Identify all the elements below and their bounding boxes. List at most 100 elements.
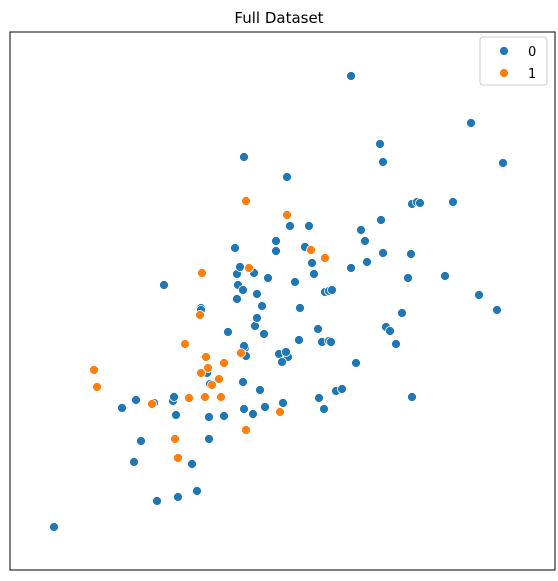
point-series-1-9 bbox=[214, 374, 224, 384]
point-series-0-21 bbox=[238, 377, 248, 387]
point-series-0-61 bbox=[281, 347, 291, 357]
point-series-1-20 bbox=[244, 263, 254, 273]
point-series-1-17 bbox=[197, 268, 207, 278]
point-series-0-45 bbox=[282, 172, 292, 182]
point-series-0-42 bbox=[271, 236, 281, 246]
point-series-0-67 bbox=[385, 326, 395, 336]
point-series-0-2 bbox=[173, 492, 183, 502]
point-series-0-59 bbox=[294, 335, 304, 345]
legend-label-0: 0 bbox=[528, 45, 536, 60]
point-series-0-52 bbox=[295, 303, 305, 313]
point-series-0-80 bbox=[406, 249, 416, 259]
legend: 0 1 bbox=[479, 36, 548, 86]
point-series-1-1 bbox=[92, 382, 102, 392]
point-series-0-94 bbox=[159, 280, 169, 290]
point-series-0-3 bbox=[192, 486, 202, 496]
point-series-0-13 bbox=[169, 392, 179, 402]
point-series-0-4 bbox=[129, 457, 139, 467]
point-series-0-78 bbox=[407, 392, 417, 402]
point-series-0-16 bbox=[248, 409, 258, 419]
point-series-0-62 bbox=[314, 393, 324, 403]
point-series-0-72 bbox=[356, 225, 366, 235]
point-series-0-32 bbox=[252, 289, 262, 299]
point-series-0-15 bbox=[219, 411, 229, 421]
point-series-0-65 bbox=[351, 358, 361, 368]
point-series-0-70 bbox=[319, 404, 329, 414]
point-series-0-18 bbox=[260, 402, 270, 412]
point-series-0-48 bbox=[309, 269, 319, 279]
point-series-1-19 bbox=[241, 196, 251, 206]
point-series-0-0 bbox=[49, 522, 59, 532]
point-series-0-84 bbox=[415, 198, 425, 208]
point-series-0-96 bbox=[326, 337, 336, 347]
point-series-0-9 bbox=[131, 395, 141, 405]
point-series-1-18 bbox=[241, 425, 251, 435]
point-series-0-56 bbox=[313, 324, 323, 334]
point-series-1-10 bbox=[216, 392, 226, 402]
point-series-1-12 bbox=[196, 368, 206, 378]
point-series-0-44 bbox=[285, 221, 295, 231]
point-series-0-7 bbox=[204, 434, 214, 444]
point-series-0-69 bbox=[397, 308, 407, 318]
point-series-0-89 bbox=[466, 118, 476, 128]
point-series-1-4 bbox=[170, 434, 180, 444]
chart-title: Full Dataset bbox=[234, 9, 323, 27]
point-series-0-68 bbox=[391, 339, 401, 349]
point-series-1-6 bbox=[201, 352, 211, 362]
point-series-0-31 bbox=[252, 313, 262, 323]
point-series-0-29 bbox=[250, 321, 260, 331]
point-series-0-5 bbox=[187, 459, 197, 469]
point-series-0-30 bbox=[259, 329, 269, 339]
point-series-0-55 bbox=[327, 285, 337, 295]
point-series-0-82 bbox=[375, 139, 385, 149]
point-series-0-74 bbox=[378, 248, 388, 258]
point-series-1-22 bbox=[282, 210, 292, 220]
point-series-1-3 bbox=[173, 453, 183, 463]
point-series-1-14 bbox=[180, 339, 190, 349]
point-series-0-75 bbox=[376, 215, 386, 225]
data-points bbox=[49, 71, 508, 532]
point-series-0-64 bbox=[337, 384, 347, 394]
point-series-0-6 bbox=[136, 436, 146, 446]
point-series-0-43 bbox=[263, 273, 273, 283]
point-series-0-88 bbox=[492, 305, 502, 315]
point-series-0-76 bbox=[378, 157, 388, 167]
point-series-0-20 bbox=[255, 385, 265, 395]
point-series-1-15 bbox=[236, 348, 246, 358]
point-series-1-21 bbox=[275, 407, 285, 417]
point-series-0-77 bbox=[362, 257, 372, 267]
point-series-0-33 bbox=[257, 301, 267, 311]
point-series-0-49 bbox=[307, 258, 317, 268]
point-series-0-24 bbox=[223, 327, 233, 337]
point-series-0-79 bbox=[403, 273, 413, 283]
point-series-0-91 bbox=[346, 71, 356, 81]
point-series-0-86 bbox=[440, 271, 450, 281]
legend-frame bbox=[479, 36, 548, 86]
point-series-1-11 bbox=[203, 363, 213, 373]
legend-marker-0 bbox=[499, 46, 509, 56]
legend-marker-1 bbox=[499, 68, 509, 78]
point-series-1-24 bbox=[320, 253, 330, 263]
point-series-0-38 bbox=[235, 262, 245, 272]
point-series-0-71 bbox=[346, 263, 356, 273]
legend-label-1: 1 bbox=[528, 67, 536, 82]
point-series-0-14 bbox=[204, 412, 214, 422]
point-series-1-23 bbox=[306, 245, 316, 255]
point-series-0-39 bbox=[230, 243, 240, 253]
point-series-0-34 bbox=[232, 294, 242, 304]
point-series-1-2 bbox=[147, 399, 157, 409]
point-series-0-11 bbox=[171, 410, 181, 420]
point-series-0-17 bbox=[239, 404, 249, 414]
point-series-0-85 bbox=[448, 197, 458, 207]
plot-area bbox=[9, 31, 556, 571]
point-series-0-46 bbox=[239, 152, 249, 162]
point-series-0-41 bbox=[271, 246, 281, 256]
point-series-0-51 bbox=[290, 277, 300, 287]
point-series-1-13 bbox=[219, 358, 229, 368]
point-series-1-5 bbox=[184, 393, 194, 403]
point-series-0-73 bbox=[360, 236, 370, 246]
point-series-0-87 bbox=[474, 290, 484, 300]
point-series-1-8 bbox=[207, 380, 217, 390]
point-series-0-8 bbox=[117, 403, 127, 413]
